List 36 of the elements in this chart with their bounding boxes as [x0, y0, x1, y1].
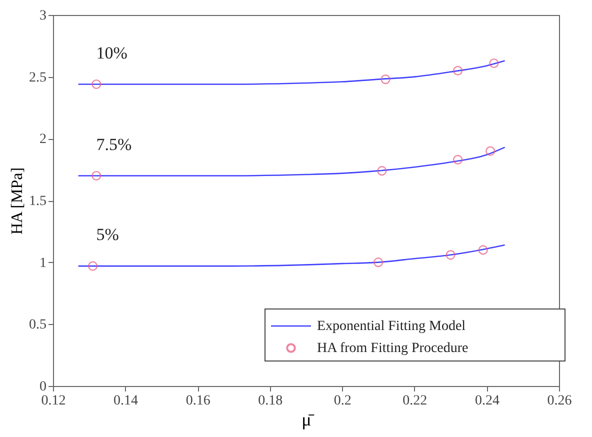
- line-series: [78, 244, 506, 267]
- x-tick-label: 0.26: [547, 394, 572, 408]
- point: [374, 258, 384, 268]
- point: [486, 146, 496, 156]
- y-tick-label: 3: [40, 8, 46, 24]
- x-axis-title: μ̄: [302, 410, 314, 430]
- point: [92, 170, 102, 181]
- x-tick-label: 0.24: [474, 394, 500, 408]
- point: [446, 250, 456, 260]
- point: [453, 66, 463, 76]
- y-tick-label: 0: [40, 380, 46, 394]
- x-tick-label: 0.2: [334, 394, 352, 408]
- line-series: [78, 60, 506, 85]
- x-tick-label: 0.18: [258, 394, 283, 408]
- point: [88, 261, 98, 271]
- annotation: 7.5%: [96, 134, 132, 154]
- point: [453, 154, 463, 164]
- y-tick-label: 2.5: [29, 70, 46, 86]
- x-tick-label: 0.12: [41, 394, 66, 408]
- y-tick-label: 1: [40, 256, 46, 271]
- annotation: 10%: [96, 43, 128, 62]
- x-tick-label: 0.14: [114, 394, 138, 408]
- y-tick-label: 2: [40, 132, 46, 148]
- x-tick-label: 0.16: [186, 394, 210, 408]
- legend-label: HA from Fitting Procedure: [317, 341, 468, 356]
- y-tick-label: 0.5: [29, 318, 46, 333]
- y-tick-label: 1.5: [29, 194, 46, 209]
- point: [92, 79, 102, 90]
- point: [489, 58, 499, 68]
- legend-label: Exponential Fitting Model: [317, 319, 466, 334]
- point: [377, 166, 387, 176]
- y-axis-title: HA [MPa]: [9, 167, 26, 235]
- point: [380, 74, 390, 84]
- point: [478, 245, 488, 255]
- annotation: 5%: [96, 225, 119, 244]
- x-tick-label: 0.22: [402, 394, 428, 408]
